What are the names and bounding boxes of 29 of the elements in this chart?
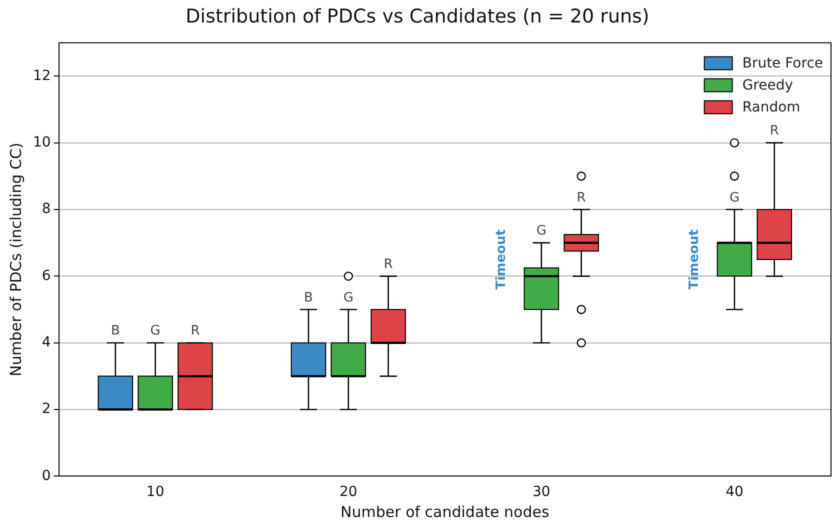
y-tick-label: 2 [42, 401, 51, 418]
y-tick-label: 4 [42, 334, 51, 350]
y-tick-label: 6 [42, 268, 51, 284]
annotation: B [110, 324, 120, 339]
annotation: Timeout [494, 229, 509, 290]
y-tick-label: 8 [42, 201, 51, 218]
chart-title: Distribution of PDCs vs Candidates (n = 20 runs) [186, 5, 650, 28]
annotation: G [729, 190, 740, 206]
annotation: R [576, 190, 586, 206]
legend-label: Brute Force [742, 55, 824, 72]
y-tick-label: 0 [42, 468, 51, 484]
annotation: G [536, 224, 546, 239]
annotation: R [384, 257, 393, 272]
annotation: R [770, 124, 779, 139]
annotation: Timeout [686, 229, 702, 290]
annotation: G [343, 290, 354, 306]
x-tick-label: 40 [726, 484, 744, 500]
x-tick-label: 20 [339, 484, 358, 500]
x-axis-title: Number of candidate nodes [340, 502, 550, 521]
y-tick-label: 10 [32, 134, 51, 150]
annotation: R [190, 324, 200, 339]
legend-label: Greedy [742, 77, 794, 94]
y-tick-label: 12 [32, 68, 51, 84]
x-tick-label: 10 [146, 484, 164, 500]
legend-label: Random [742, 99, 800, 116]
annotation: G [150, 324, 160, 339]
annotation: B [304, 290, 313, 306]
y-axis-title: Number of PDCs (including CC) [6, 142, 25, 376]
x-tick-label: 30 [532, 484, 550, 500]
